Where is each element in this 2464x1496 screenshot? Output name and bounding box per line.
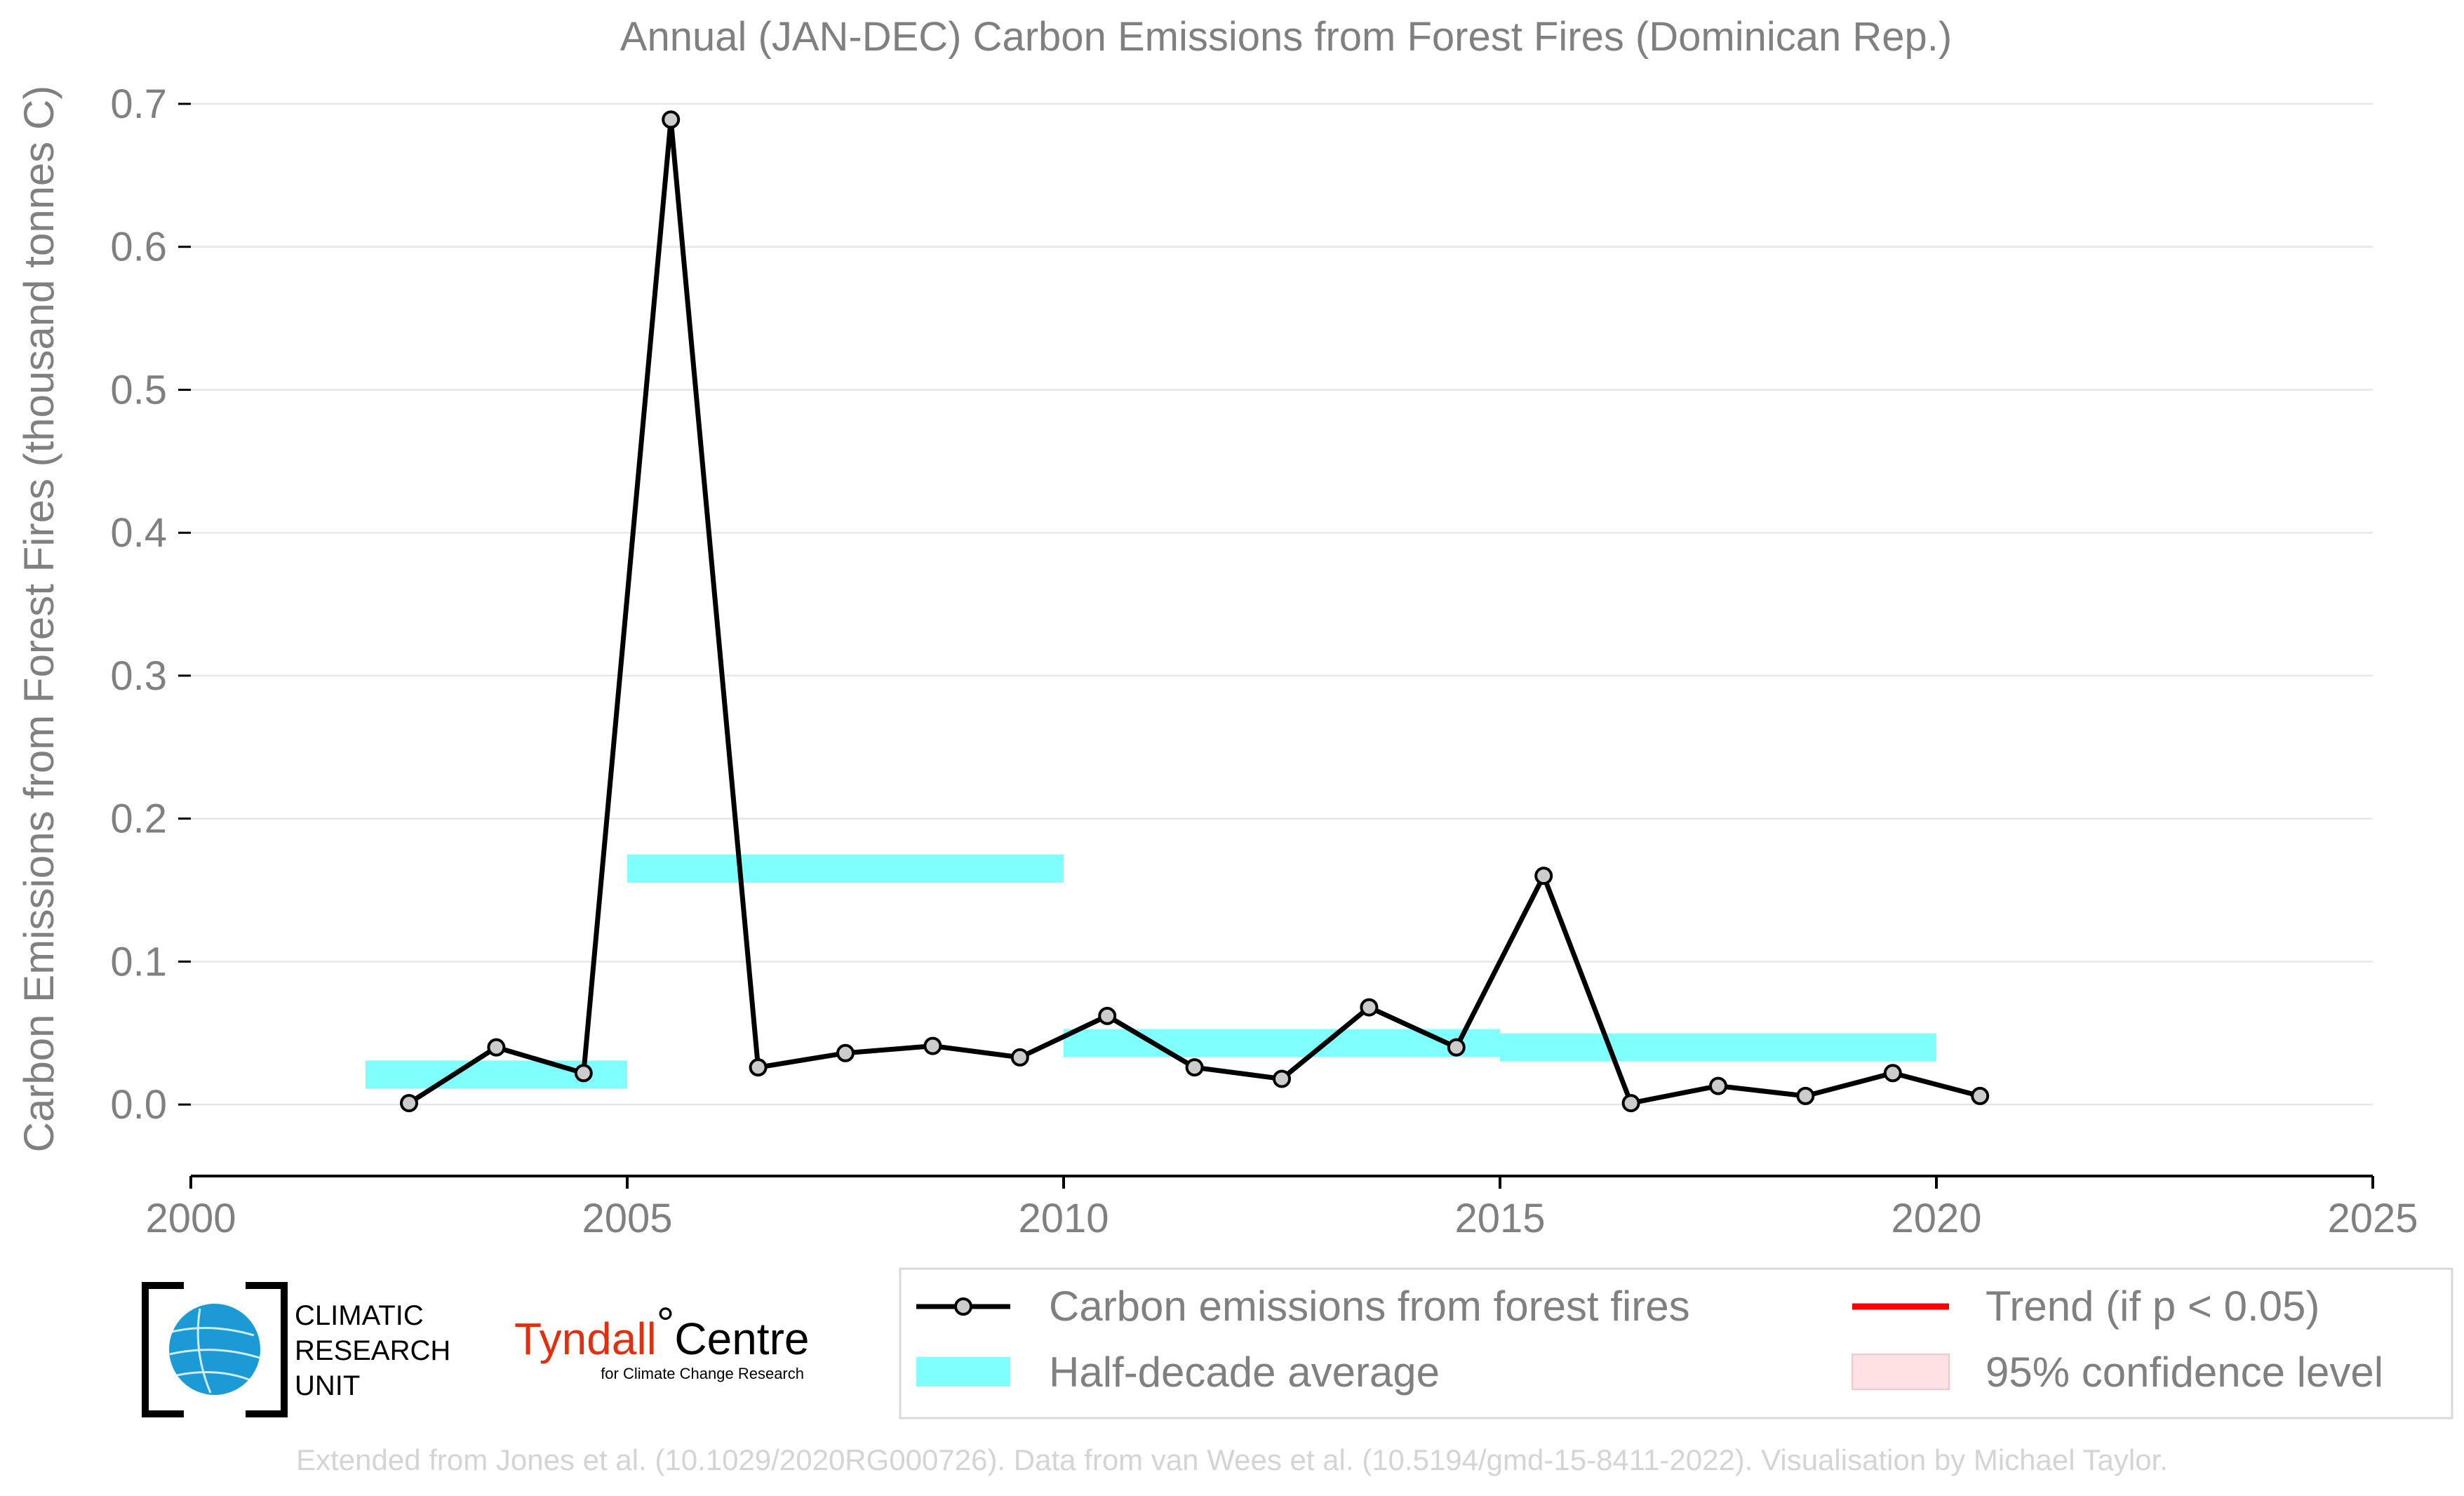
tyndall-logo-main: Tyndall xyxy=(514,1314,657,1364)
y-tick-label-3: 0.3 xyxy=(110,653,167,699)
half-decade-bar-1 xyxy=(627,854,1064,883)
y-tick-label-4: 0.4 xyxy=(110,510,167,556)
y-tick-label-5: 0.5 xyxy=(110,367,167,413)
legend-item-trend: Trend (if p < 0.05) xyxy=(1852,1283,2319,1330)
legend-label-series: Carbon emissions from forest fires xyxy=(1049,1283,1690,1330)
cru-logo-line-3: UNIT xyxy=(295,1370,360,1401)
series-line xyxy=(408,116,1981,1106)
x-tick-label-3: 2015 xyxy=(1454,1196,1545,1241)
data-point-14 xyxy=(1621,1094,1640,1113)
series-carbon-emissions xyxy=(400,110,1990,1113)
data-point-4 xyxy=(749,1058,768,1077)
legend-item-average: Half-decade average xyxy=(916,1349,1440,1396)
legend: Carbon emissions from forest fires Trend… xyxy=(899,1267,2453,1420)
x-tick-label-4: 2020 xyxy=(1891,1196,1981,1241)
legend-label-trend: Trend (if p < 0.05) xyxy=(1986,1283,2319,1330)
y-tick-label-6: 0.6 xyxy=(110,225,167,270)
half-decade-bar-3 xyxy=(1500,1033,1936,1062)
data-point-2 xyxy=(574,1064,593,1083)
data-point-3 xyxy=(662,110,681,129)
globe-lines xyxy=(169,1308,260,1394)
credit-text: Extended from Jones et al. (10.1029/2020… xyxy=(296,1443,2168,1476)
legend-label-average: Half-decade average xyxy=(1049,1349,1440,1396)
cru-logo-bracket-left xyxy=(142,1282,184,1417)
legend-frame xyxy=(899,1267,2453,1420)
data-point-11 xyxy=(1360,998,1379,1017)
x-tick-label-2: 2010 xyxy=(1018,1196,1109,1241)
data-point-10 xyxy=(1273,1069,1291,1088)
data-point-16 xyxy=(1796,1086,1815,1105)
cru-logo-line-1: CLIMATIC xyxy=(295,1300,424,1331)
data-point-7 xyxy=(1010,1048,1029,1067)
y-tick-label-7: 0.7 xyxy=(110,81,167,127)
cru-logo: CLIMATIC RESEARCH UNIT xyxy=(142,1282,450,1417)
data-point-6 xyxy=(923,1036,942,1055)
data-point-18 xyxy=(1971,1086,1990,1105)
data-point-12 xyxy=(1447,1038,1466,1057)
legend-confidence-swatch xyxy=(1852,1354,1950,1390)
cru-logo-line-2: RESEARCH xyxy=(295,1335,450,1366)
y-tick-label-1: 0.1 xyxy=(110,939,167,984)
tyndall-logo: Tyndall°Centre for Climate Change Resear… xyxy=(514,1298,809,1382)
legend-label-confidence: 95% confidence level xyxy=(1986,1349,2383,1396)
x-tick-label-0: 2000 xyxy=(145,1196,236,1241)
data-point-8 xyxy=(1098,1006,1117,1025)
half-decade-bar-2 xyxy=(1064,1029,1500,1057)
legend-marker-swatch xyxy=(954,1297,972,1316)
data-point-15 xyxy=(1709,1076,1727,1095)
cru-logo-bracket-right xyxy=(246,1282,288,1417)
data-point-0 xyxy=(400,1094,418,1113)
y-tick-label-2: 0.2 xyxy=(110,796,167,842)
x-tick-label-1: 2005 xyxy=(582,1196,672,1241)
chart-title: Annual (JAN-DEC) Carbon Emissions from F… xyxy=(620,14,1952,60)
data-point-9 xyxy=(1185,1058,1204,1077)
legend-item-series: Carbon emissions from forest fires xyxy=(916,1283,1690,1330)
data-point-13 xyxy=(1534,867,1553,886)
x-tick-label-5: 2025 xyxy=(2327,1196,2418,1241)
tyndall-logo-title: Tyndall°Centre xyxy=(514,1298,809,1364)
data-point-17 xyxy=(1883,1064,1902,1083)
y-tick-label-0: 0.0 xyxy=(110,1082,167,1128)
axes: 0.0 0.1 0.2 0.3 0.4 0.5 0.6 0.7 2000 2005 2010 2015… xyxy=(110,81,2418,1241)
legend-item-confidence: 95% confidence level xyxy=(1852,1349,2383,1396)
tyndall-logo-sub: for Climate Change Research xyxy=(601,1365,804,1382)
grid-lines xyxy=(191,102,2373,1106)
tyndall-logo-centre: Centre xyxy=(674,1314,809,1364)
data-point-1 xyxy=(487,1038,506,1057)
y-axis-label: Carbon Emissions from Forest Fires (thou… xyxy=(15,86,62,1153)
tyndall-logo-degree: ° xyxy=(657,1298,675,1349)
legend-average-swatch xyxy=(916,1357,1010,1387)
data-point-5 xyxy=(836,1043,855,1062)
